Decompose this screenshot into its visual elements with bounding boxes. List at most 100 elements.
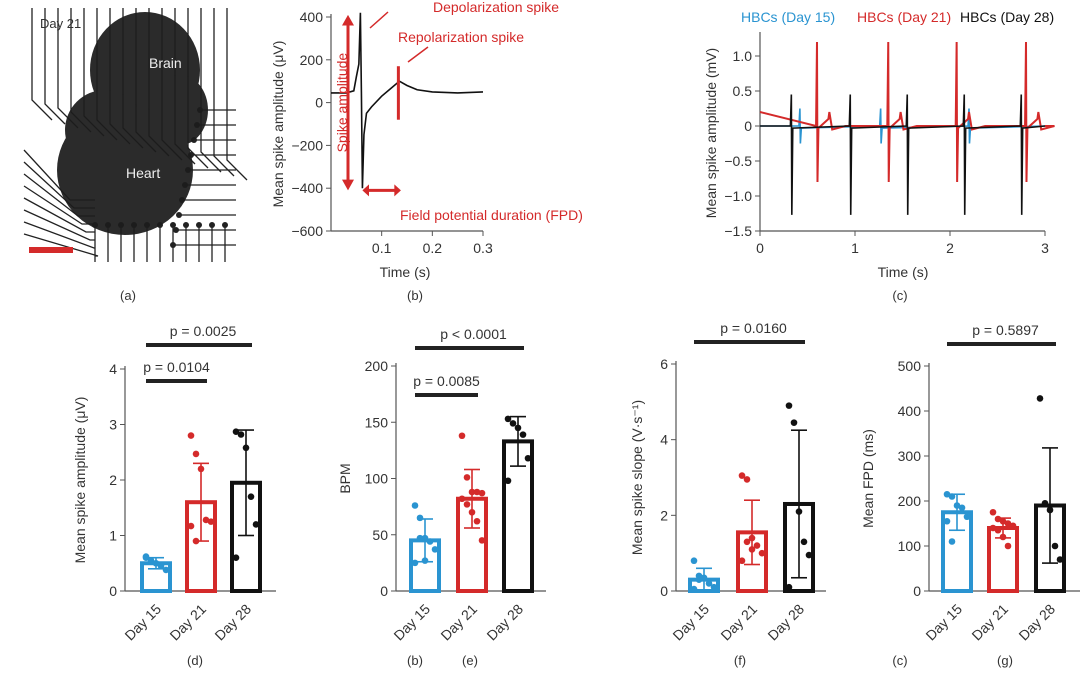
- x-tick-label: Day 15: [390, 601, 433, 644]
- bar-group-day-21: [456, 432, 488, 593]
- x-tick-label: 2: [946, 240, 954, 256]
- p-value-label: p = 0.0104: [143, 359, 210, 375]
- y-tick-label: 0: [109, 583, 117, 599]
- data-point: [790, 419, 798, 426]
- y-tick-label: 300: [898, 448, 922, 464]
- y-tick-label: 0.5: [733, 83, 753, 99]
- x-tick-label: Day 28: [211, 601, 254, 644]
- data-point: [1004, 520, 1012, 527]
- x-tick-label: Day 28: [483, 601, 526, 644]
- data-point: [187, 522, 195, 530]
- y-tick-label: −400: [291, 180, 323, 196]
- y-tick-label: −0.5: [724, 153, 752, 169]
- data-point: [509, 420, 517, 427]
- data-point: [524, 454, 532, 462]
- trace-day28: [760, 94, 1046, 215]
- data-point: [252, 521, 260, 528]
- data-point: [152, 559, 160, 567]
- data-point: [247, 493, 255, 500]
- data-point: [473, 517, 481, 525]
- y-tick-label: 50: [372, 527, 388, 543]
- data-point: [478, 489, 486, 497]
- electrode-trace: [23, 221, 95, 249]
- data-point: [753, 542, 761, 549]
- data-point: [416, 534, 424, 542]
- data-point: [232, 554, 240, 561]
- data-point: [795, 508, 803, 515]
- x-axis-label: Time (s): [878, 264, 929, 280]
- data-point: [504, 415, 512, 423]
- data-point: [1046, 506, 1054, 514]
- data-point: [421, 557, 429, 564]
- scale-bar: [29, 247, 73, 253]
- data-point: [187, 432, 195, 439]
- y-tick-label: 4: [109, 361, 117, 377]
- data-point: [147, 557, 155, 564]
- y-tick-label: 1.0: [733, 48, 753, 64]
- y-axis-label: Mean spike slope (V·s⁻¹): [629, 400, 645, 555]
- electrode-pad: [209, 222, 215, 228]
- depolarization-pointer: [369, 11, 389, 29]
- data-point: [519, 431, 527, 438]
- legend-entry: HBCs (Day 15): [741, 9, 835, 25]
- data-point: [478, 537, 486, 544]
- p-value-label: p = 0.5897: [972, 322, 1039, 338]
- data-point: [192, 537, 200, 545]
- data-point: [943, 490, 951, 498]
- data-point: [958, 504, 966, 512]
- bar-group-day-15: [409, 502, 441, 593]
- data-point: [468, 508, 476, 516]
- data-point: [743, 476, 751, 483]
- panel-caption: (b): [407, 288, 423, 303]
- data-point: [710, 583, 718, 591]
- data-point: [232, 428, 240, 436]
- bar-group-day-28: [230, 428, 262, 593]
- x-axis-label: Time (s): [380, 264, 431, 280]
- bar-group-day-28: [502, 415, 534, 593]
- y-tick-label: −1.0: [724, 188, 752, 204]
- repolarization-pointer: [407, 46, 429, 63]
- bar-group-day-21: [736, 472, 768, 594]
- x-tick-label: 1: [851, 240, 859, 256]
- y-axis-label: Mean FPD (ms): [860, 429, 876, 528]
- heart-label: Heart: [126, 165, 160, 181]
- legend-entry: HBCs (Day 28): [960, 9, 1054, 25]
- panel-caption: (c): [892, 653, 907, 668]
- x-tick-label: Day 15: [669, 601, 712, 644]
- organoid-blob: [57, 12, 208, 235]
- panel-caption: (f): [734, 653, 746, 668]
- data-point: [242, 444, 250, 452]
- data-point: [426, 538, 434, 545]
- y-tick-label: 150: [365, 414, 389, 430]
- x-tick-label: Day 28: [1015, 601, 1058, 644]
- y-tick-label: −600: [291, 223, 323, 239]
- data-point: [943, 517, 951, 525]
- legend-entry: HBCs (Day 21): [857, 9, 951, 25]
- data-point: [468, 488, 476, 496]
- data-point: [963, 513, 971, 521]
- y-tick-label: −1.5: [724, 223, 752, 239]
- day-label: Day 21: [40, 16, 81, 31]
- y-tick-label: 0: [315, 95, 323, 111]
- data-point: [805, 551, 813, 559]
- y-tick-label: 2: [660, 507, 668, 523]
- data-point: [1036, 395, 1044, 402]
- y-tick-label: 200: [300, 52, 324, 68]
- bar-group-day-21: [987, 508, 1019, 593]
- panel-c-chart: 1.0 0.5 0 −0.5 −1.0 −1.5 Mean spike amplitude …: [703, 9, 1055, 668]
- x-tick-label: 0: [756, 240, 764, 256]
- x-tick-label: 3: [1041, 240, 1049, 256]
- data-point: [785, 583, 793, 591]
- repolarization-label: Repolarization spike: [398, 29, 524, 45]
- panel-a-caption: (a): [120, 288, 136, 303]
- data-point: [202, 516, 210, 524]
- data-point: [473, 488, 481, 496]
- electrode-trace: [23, 197, 95, 233]
- data-point: [463, 501, 471, 508]
- bar-group-day-28: [783, 402, 815, 594]
- data-point: [157, 562, 165, 570]
- data-point: [785, 402, 793, 409]
- y-axis-label: BPM: [337, 463, 353, 493]
- fpd-label: Field potential duration (FPD): [400, 207, 583, 223]
